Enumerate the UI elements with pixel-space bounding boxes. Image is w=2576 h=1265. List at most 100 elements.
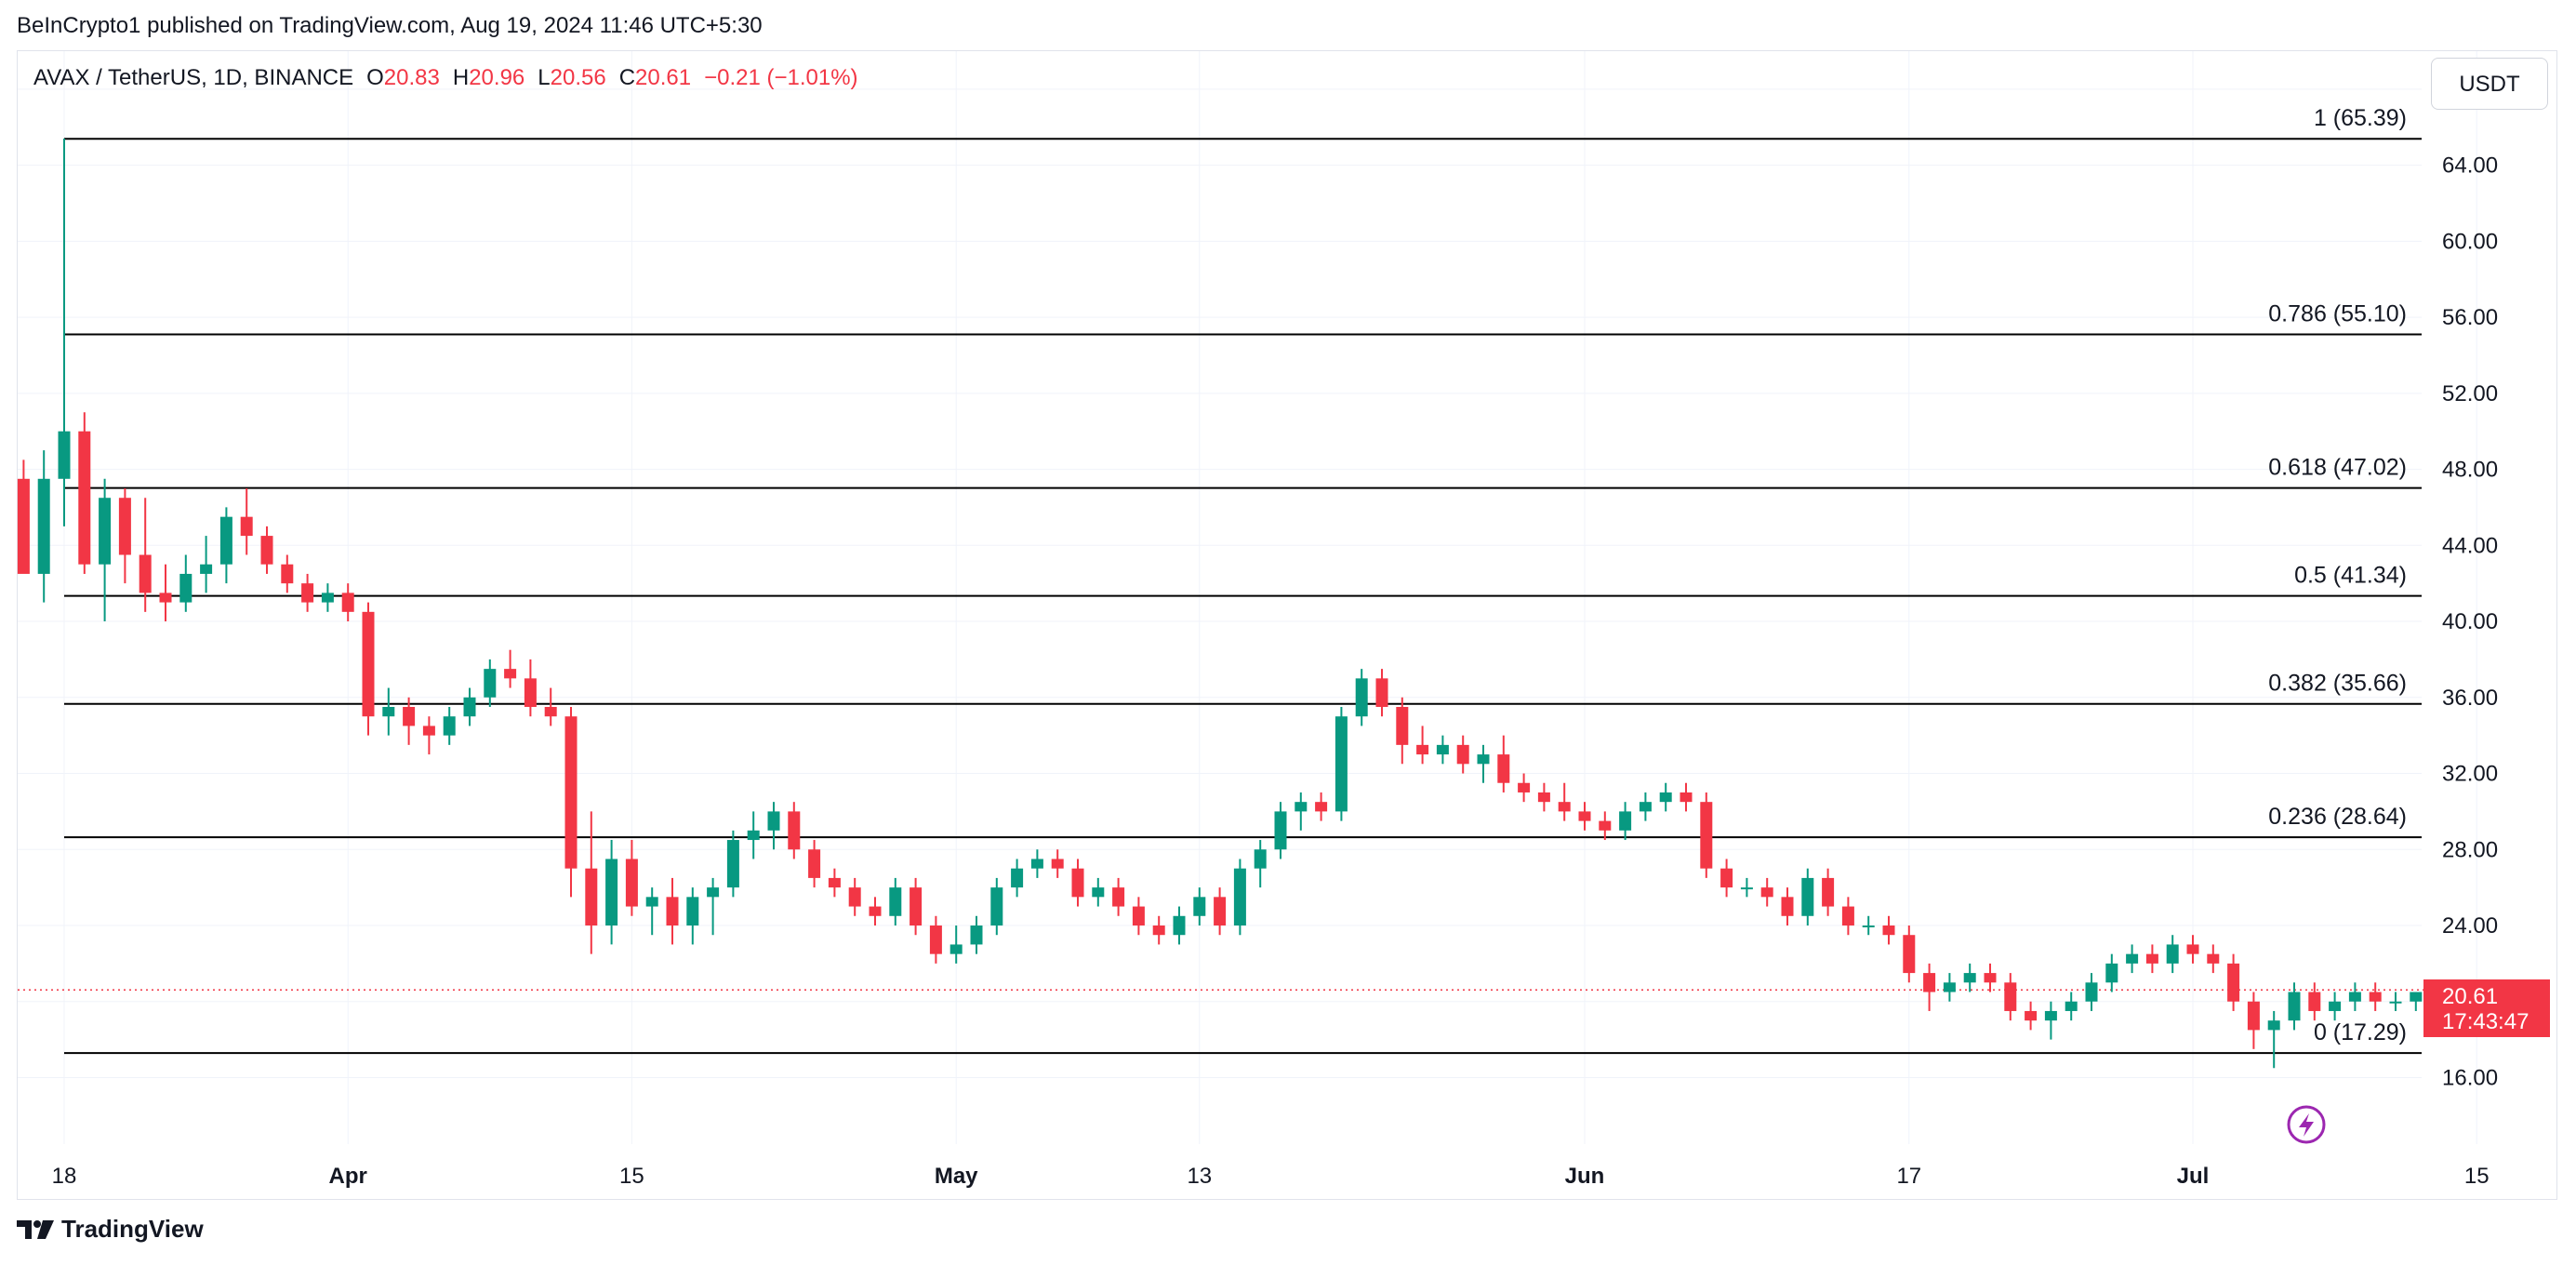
fibonacci-levels: 1 (65.39) 0.786 (55.10) 0.618 (47.02) 0.5 (… <box>18 105 2423 1055</box>
candle-body <box>605 859 618 925</box>
price-badge-countdown: 17:43:47 <box>2442 1009 2529 1034</box>
candle-body <box>910 887 923 925</box>
candle-body <box>1030 859 1043 869</box>
candle-body <box>1071 868 1084 898</box>
candle-body <box>2186 944 2199 954</box>
candle-body <box>949 944 963 954</box>
legend-close-label: C <box>618 65 636 90</box>
candle-body <box>2369 992 2382 1002</box>
candle-body <box>159 593 172 603</box>
symbol-legend: AVAX / TetherUS, 1D, BINANCE O20.83 H20.96… <box>33 65 858 91</box>
replay-icon[interactable] <box>2287 1105 2326 1144</box>
legend-low-label: L <box>538 65 551 90</box>
candle-body <box>1051 859 1064 869</box>
candle-body <box>2166 944 2179 964</box>
price-badge-price: 20.61 <box>2442 984 2498 1009</box>
candle-body <box>645 897 658 907</box>
price-badge: 20.61 17:43:47 <box>2423 979 2550 1037</box>
candle-body <box>808 849 821 878</box>
candle-body <box>1092 887 1105 898</box>
candle-body <box>2044 1010 2057 1021</box>
y-tick-label: 60.00 <box>2442 229 2498 254</box>
candle-body <box>1152 925 1165 936</box>
candle-body <box>726 840 739 888</box>
candle-body <box>463 697 476 717</box>
candle-body <box>2207 953 2220 964</box>
legend-open: 20.83 <box>383 65 440 90</box>
candle-body <box>382 707 395 717</box>
legend-symbol: AVAX / TetherUS, 1D, BINANCE <box>33 65 354 90</box>
candle-body <box>1720 868 1733 888</box>
candle-body <box>1254 849 1267 869</box>
candle-body <box>544 707 557 717</box>
candle-body <box>2065 1001 2078 1011</box>
candle-body <box>585 868 598 925</box>
candle-body <box>37 478 50 574</box>
candle-body <box>1822 877 1835 907</box>
candle-body <box>281 564 294 584</box>
candle-body <box>1477 754 1490 765</box>
candle-body <box>1943 982 1956 992</box>
tradingview-logo[interactable]: TradingView <box>17 1215 204 1244</box>
candle-body <box>1375 678 1388 707</box>
publisher-caption: BeInCrypto1 published on TradingView.com… <box>17 13 763 38</box>
chart-frame <box>17 50 2557 1200</box>
candle-body <box>2389 1001 2402 1004</box>
candle-body <box>1396 707 1409 745</box>
candle-body <box>1436 744 1449 755</box>
candle-body <box>1599 820 1612 831</box>
candle-body <box>2105 963 2118 983</box>
candle-body <box>2085 982 2098 1002</box>
candle-body <box>889 887 902 916</box>
candle-body <box>504 669 517 679</box>
candle-body <box>1639 802 1652 812</box>
candle-body <box>99 498 112 565</box>
candle-body <box>2126 953 2139 964</box>
candle-body <box>240 516 253 537</box>
fib-level-label: 0 (17.29) <box>2314 1019 2407 1045</box>
candle-body <box>219 516 232 565</box>
x-tick-label: 15 <box>2464 1164 2490 1189</box>
candle-body <box>1295 802 1308 812</box>
price-badge-bg <box>2423 979 2550 1037</box>
candle-body <box>484 669 497 698</box>
candle-body <box>1882 925 1895 936</box>
legend-close: 20.61 <box>635 65 692 90</box>
x-tick-label: 13 <box>1187 1164 1212 1189</box>
y-tick-label: 40.00 <box>2442 609 2498 634</box>
candle-body <box>828 877 841 888</box>
candle-body <box>1578 811 1591 821</box>
candle-body <box>564 716 578 869</box>
candle-body <box>788 811 801 850</box>
candle-body <box>2025 1010 2038 1021</box>
candle-body <box>1274 811 1287 850</box>
candle-body <box>970 925 983 945</box>
candle-body <box>1334 716 1348 812</box>
candle-body <box>2004 982 2017 1011</box>
fib-level-label: 0.5 (41.34) <box>2294 563 2407 589</box>
y-tick-label: 52.00 <box>2442 381 2498 406</box>
candle-body <box>1416 744 1429 755</box>
candle-body <box>869 906 882 916</box>
x-tick-label: 17 <box>1896 1164 1921 1189</box>
candle-body <box>1700 802 1713 869</box>
candle-body <box>422 726 435 736</box>
x-tick-label: May <box>935 1164 978 1189</box>
y-tick-label: 64.00 <box>2442 153 2498 179</box>
candle-body <box>341 593 354 612</box>
candle-body <box>1112 887 1125 907</box>
legend-change: −0.21 (−1.01%) <box>704 65 858 90</box>
legend-low: 20.56 <box>550 65 606 90</box>
currency-button[interactable]: USDT <box>2431 58 2548 110</box>
candle-body <box>1558 802 1571 812</box>
fib-level-label: 0.236 (28.64) <box>2268 804 2407 830</box>
y-tick-label: 48.00 <box>2442 458 2498 483</box>
y-tick-label: 32.00 <box>2442 762 2498 787</box>
tradingview-logo-icon <box>17 1219 54 1239</box>
x-tick-label: 18 <box>52 1164 77 1189</box>
legend-high-label: H <box>452 65 470 90</box>
candle-body <box>990 887 1003 925</box>
y-tick-label: 16.00 <box>2442 1065 2498 1090</box>
grid-lines <box>18 51 2477 1144</box>
